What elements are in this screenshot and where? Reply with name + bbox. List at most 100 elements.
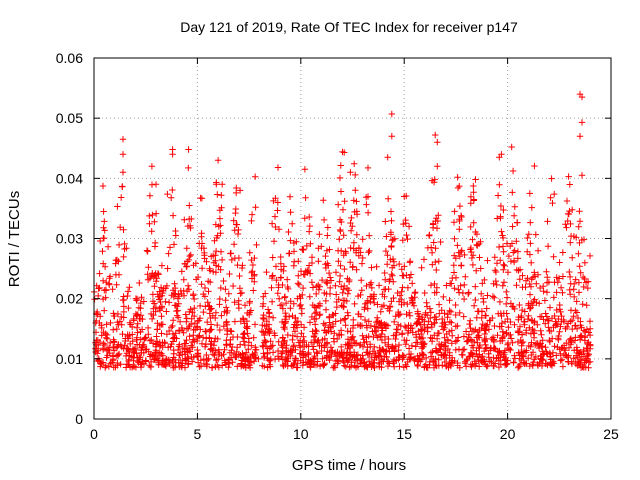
data-point: [305, 262, 313, 269]
data-point: [252, 173, 259, 180]
data-point: [198, 340, 206, 347]
data-point: [179, 360, 186, 367]
data-point: [103, 321, 110, 328]
data-point: [210, 268, 217, 275]
data-point: [585, 329, 592, 336]
data-point: [183, 288, 191, 295]
data-point: [516, 301, 523, 309]
data-point: [267, 338, 274, 345]
data-point: [395, 298, 403, 305]
data-point: [559, 289, 566, 296]
data-point: [339, 206, 347, 213]
data-point: [233, 184, 240, 192]
data-point: [265, 313, 273, 320]
data-point: [126, 348, 133, 355]
data-point: [336, 272, 344, 280]
data-point: [550, 253, 557, 260]
x-tick-label: 10: [293, 426, 309, 442]
data-point: [553, 306, 560, 314]
data-point: [297, 301, 304, 309]
data-point: [407, 354, 414, 362]
data-point: [115, 258, 122, 265]
data-point: [218, 312, 225, 319]
data-point: [326, 313, 333, 320]
data-point: [218, 192, 225, 199]
data-point: [143, 247, 151, 254]
data-point: [232, 209, 239, 217]
data-point: [201, 343, 209, 350]
data-point: [341, 316, 348, 323]
data-point: [153, 326, 161, 333]
data-point: [468, 254, 476, 262]
data-point: [103, 334, 110, 341]
data-point: [361, 339, 368, 346]
data-point: [507, 346, 514, 354]
data-point: [155, 271, 162, 278]
data-point: [337, 162, 344, 169]
data-point: [282, 299, 290, 307]
data-point: [240, 362, 247, 370]
data-point: [214, 321, 221, 329]
data-point: [213, 356, 220, 364]
data-point: [575, 223, 582, 230]
data-point: [493, 281, 500, 289]
data-point: [507, 318, 514, 326]
data-point: [451, 208, 458, 215]
data-point: [321, 327, 328, 334]
data-point: [271, 332, 279, 339]
data-point: [339, 357, 347, 364]
data-point: [556, 328, 563, 335]
data-point: [538, 313, 545, 320]
data-point: [279, 334, 286, 342]
data-point: [488, 358, 495, 366]
data-point: [357, 360, 365, 367]
data-point: [565, 210, 572, 217]
data-point: [318, 243, 325, 250]
data-point: [212, 314, 219, 322]
data-point: [302, 358, 309, 366]
data-point: [578, 119, 586, 126]
data-point: [191, 319, 199, 327]
data-point: [299, 362, 306, 369]
data-point: [359, 352, 366, 359]
data-point: [546, 304, 554, 311]
data-point: [155, 357, 162, 364]
data-point: [334, 357, 341, 364]
data-point: [499, 335, 506, 342]
data-point: [227, 250, 235, 257]
data-point: [386, 307, 393, 315]
data-point: [136, 315, 143, 322]
data-point: [157, 284, 165, 291]
data-point: [334, 247, 342, 254]
data-point: [293, 333, 301, 340]
x-tick-label: 25: [603, 426, 619, 442]
data-point: [262, 338, 269, 345]
data-point: [144, 271, 151, 278]
data-point: [390, 294, 397, 302]
data-point: [280, 362, 287, 370]
data-point: [472, 296, 479, 304]
data-point: [494, 348, 501, 355]
data-point: [357, 249, 364, 256]
data-point: [175, 343, 183, 350]
data-point: [308, 339, 315, 346]
data-point: [332, 282, 339, 289]
data-point: [341, 265, 348, 273]
data-point: [301, 337, 308, 345]
data-point: [262, 290, 269, 297]
data-point: [231, 318, 239, 325]
data-point: [528, 276, 535, 283]
data-point: [185, 146, 192, 153]
data-point: [391, 318, 398, 326]
data-point: [576, 350, 583, 357]
data-point: [91, 296, 98, 303]
data-point: [158, 321, 165, 328]
data-point: [236, 272, 243, 280]
data-point: [294, 280, 302, 287]
data-point: [132, 310, 140, 318]
data-point: [218, 352, 225, 359]
data-point: [101, 307, 108, 314]
data-point: [321, 344, 328, 351]
data-point: [500, 266, 507, 273]
data-point: [476, 334, 483, 341]
